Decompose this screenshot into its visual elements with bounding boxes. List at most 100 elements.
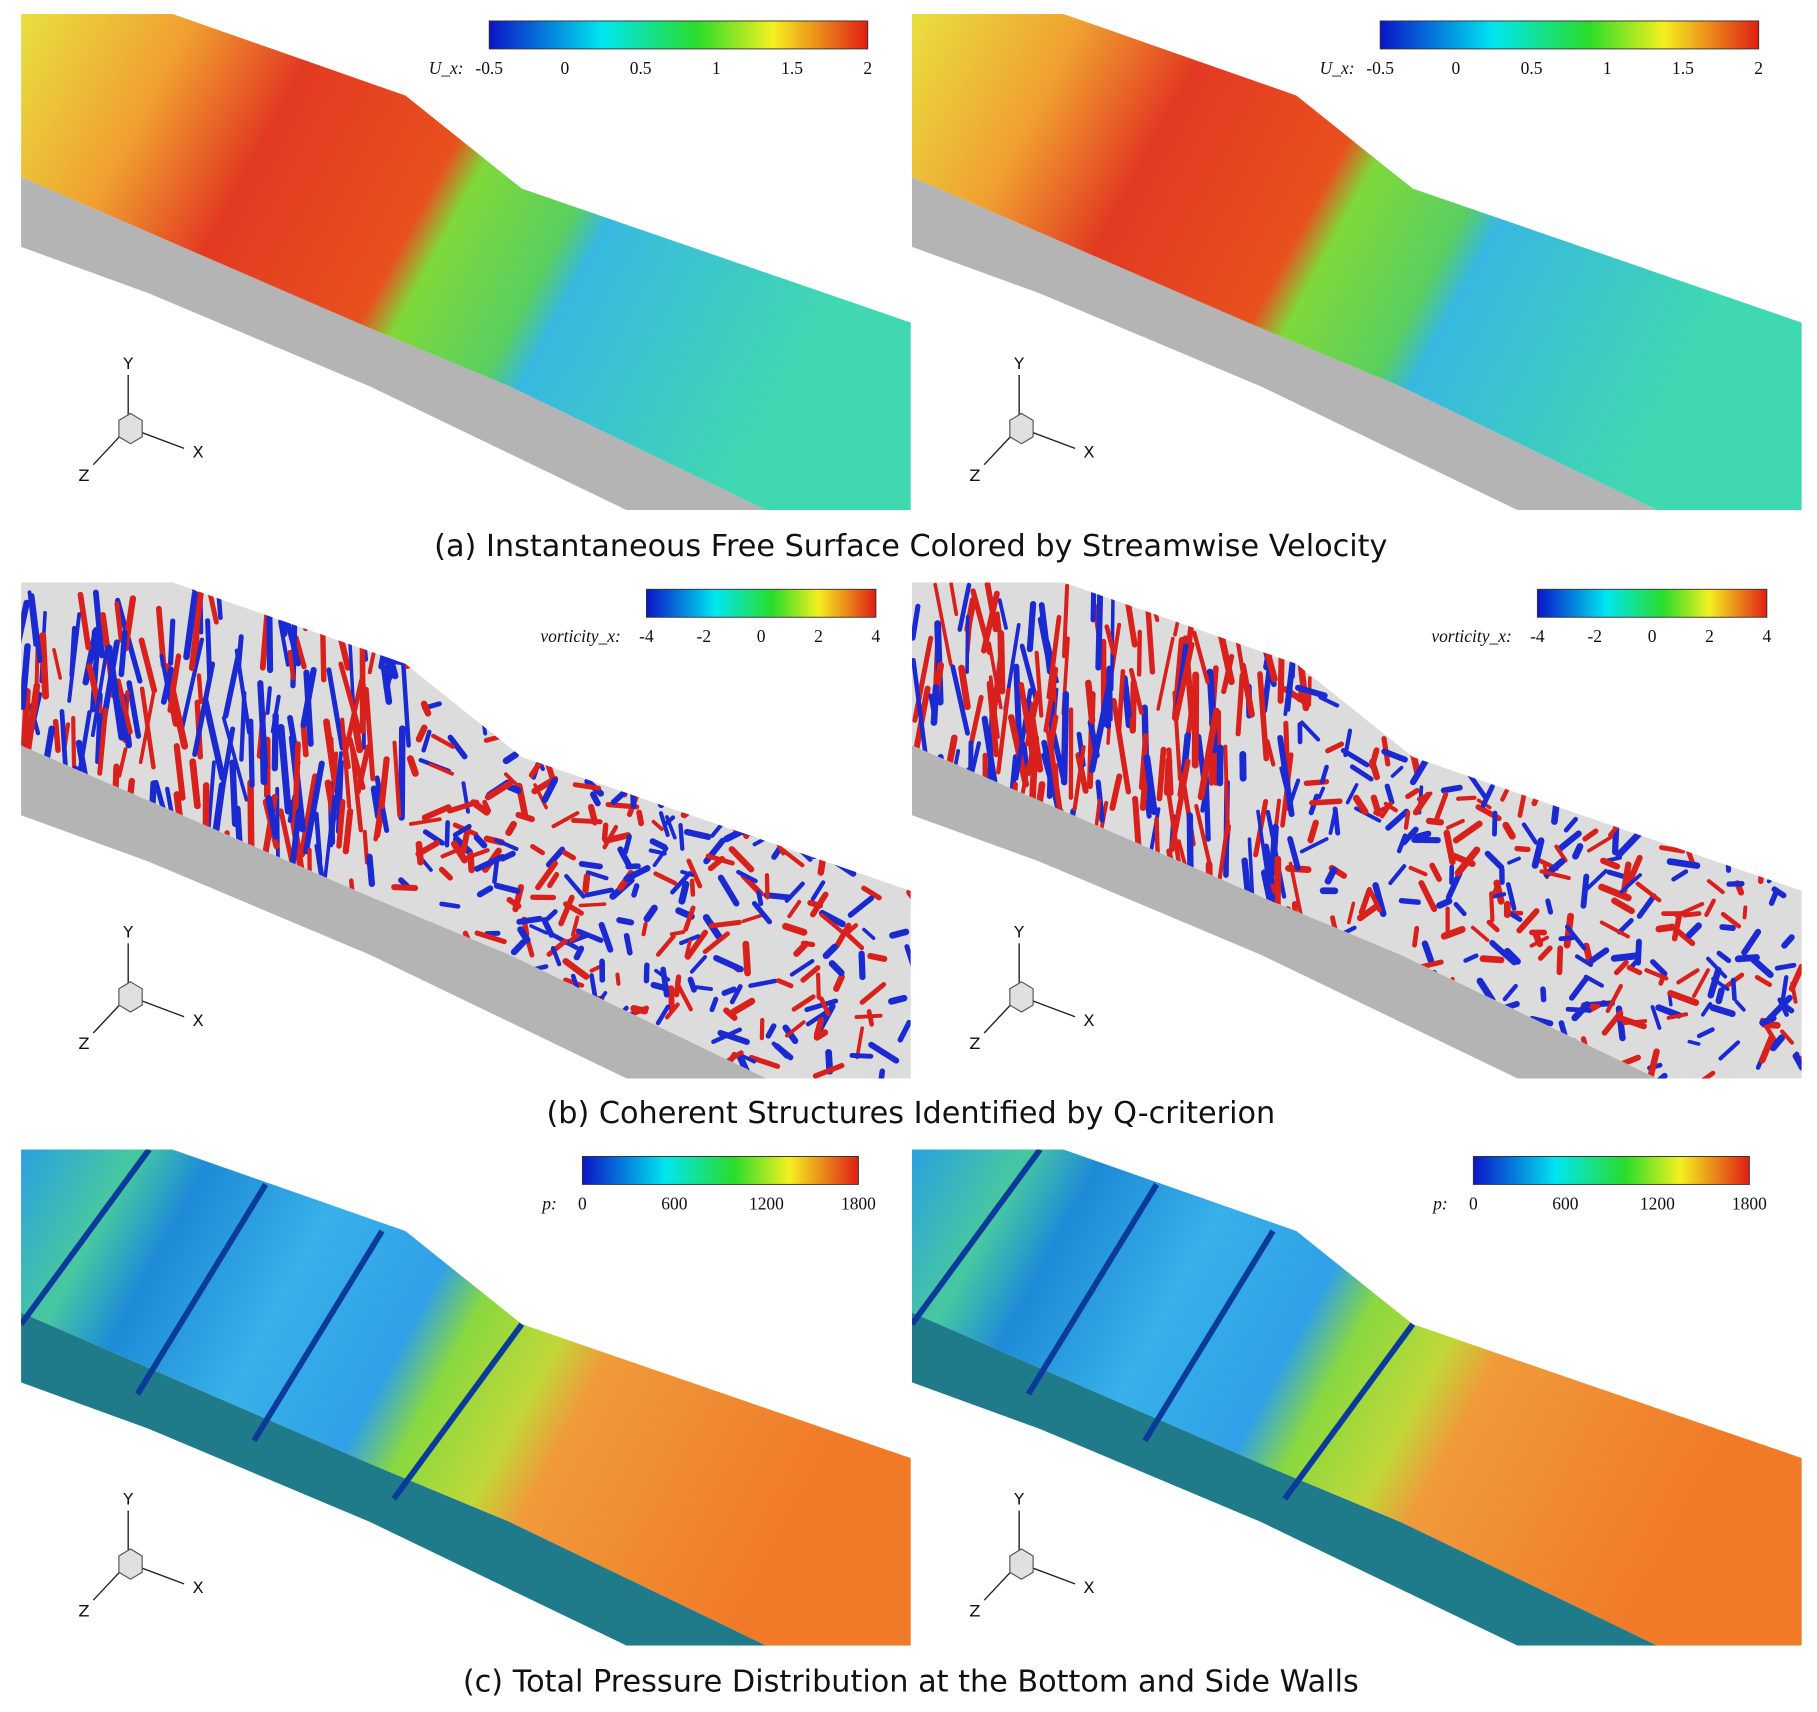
vortex <box>97 707 108 776</box>
vortex <box>1775 630 1797 639</box>
vortex <box>721 734 733 770</box>
vortex <box>689 955 707 974</box>
vortex <box>1354 806 1382 823</box>
vortex <box>1617 674 1634 682</box>
vortex <box>545 909 558 922</box>
vortex <box>957 890 968 949</box>
vortex <box>533 783 548 810</box>
vortex <box>1684 582 1710 590</box>
vortex <box>602 582 636 589</box>
vortex <box>1610 685 1644 694</box>
vortex <box>510 939 527 956</box>
vortex <box>1585 868 1608 891</box>
vortex <box>223 1056 237 1079</box>
vortex <box>1104 624 1116 656</box>
vortex <box>1569 690 1580 722</box>
vortex <box>188 585 205 671</box>
vortex <box>1422 1056 1451 1067</box>
vortex <box>1706 879 1725 895</box>
axis-label-y: Y <box>122 922 133 941</box>
vortex <box>750 652 765 668</box>
vortex <box>265 686 272 715</box>
vortex <box>205 937 221 989</box>
vortex <box>1189 1059 1199 1079</box>
vortex <box>578 902 607 908</box>
vortex <box>530 844 546 856</box>
vortex <box>677 645 708 663</box>
vortex <box>221 716 249 802</box>
vortex <box>1475 718 1497 742</box>
vortex <box>939 943 949 1040</box>
vortex <box>171 961 179 1041</box>
panel: U_x: -0.5 0 0.5 1 1.5 2 Y X Z <box>911 13 1802 511</box>
vortex <box>1034 891 1042 926</box>
vortex <box>1492 810 1498 837</box>
vortex <box>593 651 607 670</box>
vortex <box>1502 599 1530 619</box>
vortex <box>1412 925 1420 948</box>
render <box>21 582 911 1079</box>
vortex <box>1506 740 1526 771</box>
vortex <box>1725 631 1750 645</box>
vortex <box>55 962 66 1040</box>
vortex <box>1257 671 1270 762</box>
vortex <box>1768 890 1779 906</box>
vortex <box>330 964 356 1056</box>
vortex <box>849 1052 874 1059</box>
vortex <box>1569 743 1600 758</box>
vortex <box>406 755 419 777</box>
vortex <box>150 882 167 945</box>
vortex <box>392 658 422 668</box>
vortex <box>911 657 928 755</box>
vortex <box>1352 794 1369 816</box>
vortex <box>143 914 153 960</box>
axis-label-y: Y <box>122 1490 133 1509</box>
cube <box>1009 981 1034 1013</box>
vortex <box>857 807 882 829</box>
colorbar <box>581 1156 859 1185</box>
vortex <box>131 907 161 1000</box>
vortex <box>21 1001 40 1079</box>
vortex <box>1489 582 1499 589</box>
vortex <box>652 846 669 868</box>
vortex <box>1606 776 1634 785</box>
vortex <box>39 943 66 1040</box>
vortex <box>1696 1027 1715 1039</box>
vortex <box>858 950 866 981</box>
vortex <box>450 840 469 864</box>
vortex <box>1726 756 1747 766</box>
vortex <box>404 656 428 669</box>
vortex <box>118 629 128 678</box>
vortex <box>1564 924 1587 951</box>
vortex <box>21 1000 36 1063</box>
vortex <box>998 845 1006 895</box>
vortex <box>1629 690 1652 718</box>
axis-label-y: Y <box>1013 1490 1024 1509</box>
vortex <box>1178 1036 1192 1079</box>
colorbar-tick-label: 0 <box>757 626 766 646</box>
vortex <box>1700 771 1734 782</box>
colorbar-tick-label: 1800 <box>841 1193 876 1213</box>
vortex <box>864 781 884 805</box>
vortex <box>1090 590 1097 623</box>
vortex <box>1307 819 1319 844</box>
vortex <box>61 1038 67 1079</box>
vortex <box>1020 741 1029 772</box>
vortex <box>904 846 911 868</box>
axis-label-x: X <box>192 1011 203 1030</box>
vortex <box>1265 739 1276 767</box>
vortex <box>867 829 878 858</box>
vortex <box>1130 1015 1147 1071</box>
vortex <box>1741 928 1762 956</box>
vortex <box>649 838 668 851</box>
vortex <box>179 902 187 930</box>
vortex <box>742 940 751 977</box>
vortex <box>194 889 207 981</box>
vortex <box>1278 1049 1302 1061</box>
vortex <box>167 653 182 713</box>
vortex <box>443 602 450 621</box>
vortex <box>748 1054 781 1069</box>
vortex <box>183 1060 189 1079</box>
vortex <box>92 856 100 952</box>
vortex <box>713 954 744 973</box>
